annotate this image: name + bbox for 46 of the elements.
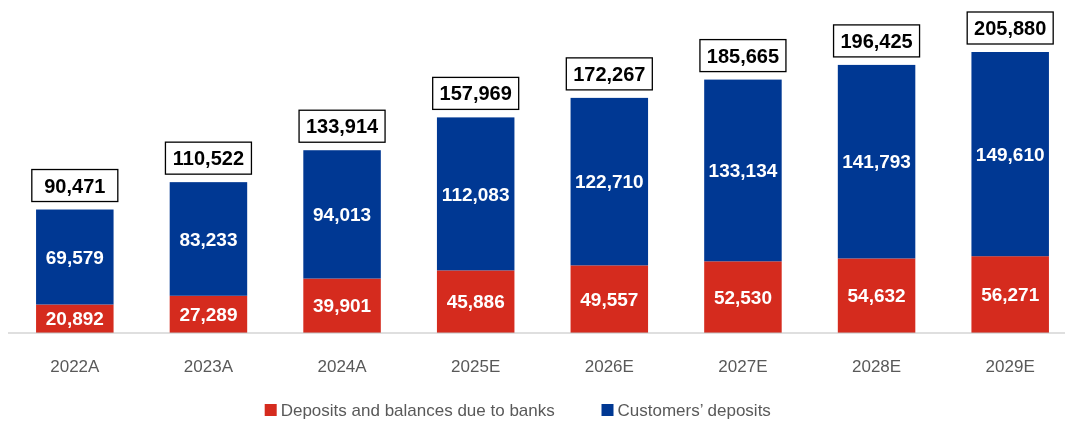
data-label: 54,632 xyxy=(847,285,906,307)
total-label: 205,880 xyxy=(974,17,1047,39)
total-label: 157,969 xyxy=(439,82,512,105)
data-label: 112,083 xyxy=(441,183,510,205)
x-tick-label: 2027E xyxy=(718,356,768,376)
bar xyxy=(169,182,248,296)
data-label: 94,013 xyxy=(313,204,372,226)
bar xyxy=(704,261,782,333)
data-label: 52,530 xyxy=(713,286,772,308)
bar xyxy=(570,265,649,333)
total-label: 133,914 xyxy=(305,115,380,138)
total-label: 196,425 xyxy=(840,29,913,52)
data-label: 27,289 xyxy=(179,304,238,326)
data-label: 122,710 xyxy=(574,171,644,193)
data-label: 149,610 xyxy=(975,143,1045,165)
legend-label: Customers’ deposits xyxy=(617,400,771,420)
bar xyxy=(36,209,114,305)
x-tick-label: 2022A xyxy=(50,356,101,376)
bar xyxy=(837,258,916,333)
bar xyxy=(436,117,515,271)
x-tick-label: 2023A xyxy=(183,356,234,376)
x-tick-label: 2024A xyxy=(317,356,368,376)
data-label: 56,271 xyxy=(981,284,1040,306)
data-label: 69,579 xyxy=(45,246,104,268)
x-tick-label: 2029E xyxy=(985,356,1035,376)
total-label: 172,267 xyxy=(573,62,646,85)
bar xyxy=(303,150,381,279)
x-tick-label: 2028E xyxy=(851,356,902,376)
data-label: 49,557 xyxy=(580,288,639,310)
total-label: 110,522 xyxy=(172,147,245,170)
data-label: 45,886 xyxy=(446,291,505,313)
total-label: 185,665 xyxy=(706,44,780,67)
bar xyxy=(971,52,1049,257)
legend-label: Deposits and balances due to banks xyxy=(280,400,555,420)
data-label: 83,233 xyxy=(179,228,238,250)
data-label: 20,892 xyxy=(45,308,104,330)
bar xyxy=(837,64,916,259)
data-label: 39,901 xyxy=(313,295,372,317)
data-label: 133,134 xyxy=(708,160,778,182)
data-label: 141,793 xyxy=(842,151,911,173)
bar xyxy=(570,97,649,266)
x-tick-label: 2026E xyxy=(584,356,634,376)
x-tick-label: 2025E xyxy=(451,356,501,376)
bar xyxy=(704,79,782,262)
bar xyxy=(971,256,1049,333)
total-label: 90,471 xyxy=(44,174,106,197)
